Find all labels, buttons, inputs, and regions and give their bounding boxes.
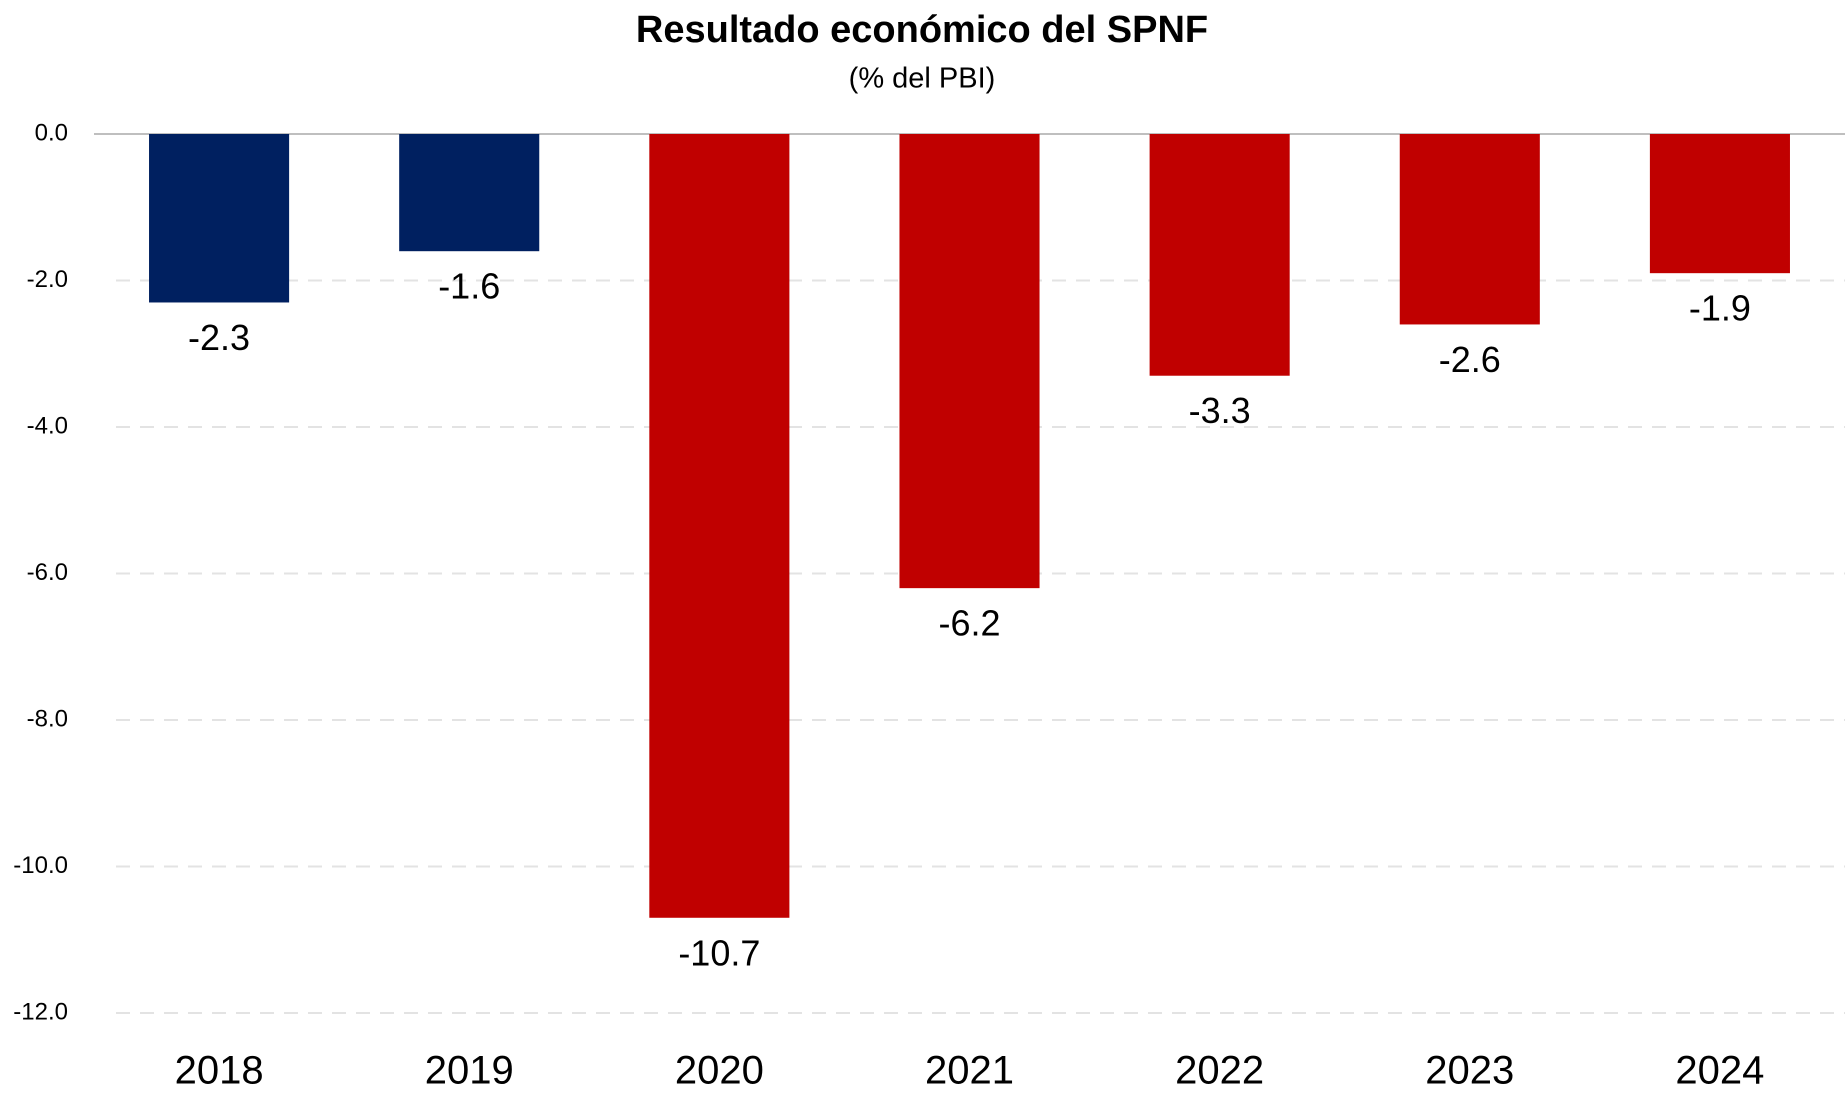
chart-title: Resultado económico del SPNF (636, 9, 1208, 51)
bar (149, 134, 290, 303)
y-tick-label: 0.0 (35, 119, 68, 146)
bar (1149, 134, 1290, 376)
x-tick-label: 2018 (175, 1049, 264, 1093)
x-tick-label: 2020 (675, 1049, 764, 1093)
x-tick-label: 2024 (1675, 1049, 1764, 1093)
bar (899, 134, 1040, 589)
x-tick-label: 2022 (1175, 1049, 1264, 1093)
value-label: -6.2 (938, 603, 1000, 644)
value-label: -3.3 (1189, 390, 1251, 431)
value-label: -2.6 (1439, 339, 1501, 380)
y-tick-label: -10.0 (13, 852, 68, 879)
y-tick-label: -2.0 (27, 266, 68, 293)
chart-subtitle: (% del PBI) (849, 63, 996, 95)
bar (399, 134, 540, 252)
x-tick-label: 2019 (425, 1049, 514, 1093)
y-tick-label: -4.0 (27, 412, 68, 439)
value-label: -10.7 (678, 932, 760, 973)
y-tick-label: -8.0 (27, 705, 68, 732)
value-label: -2.3 (188, 317, 250, 358)
x-tick-label: 2021 (925, 1049, 1014, 1093)
bar (1399, 134, 1540, 325)
value-label: -1.9 (1689, 288, 1751, 329)
bar (649, 134, 790, 918)
value-label: -1.6 (438, 266, 500, 307)
y-tick-label: -12.0 (13, 998, 68, 1025)
x-tick-label: 2023 (1425, 1049, 1514, 1093)
bar (1649, 134, 1790, 274)
y-tick-label: -6.0 (27, 559, 68, 586)
